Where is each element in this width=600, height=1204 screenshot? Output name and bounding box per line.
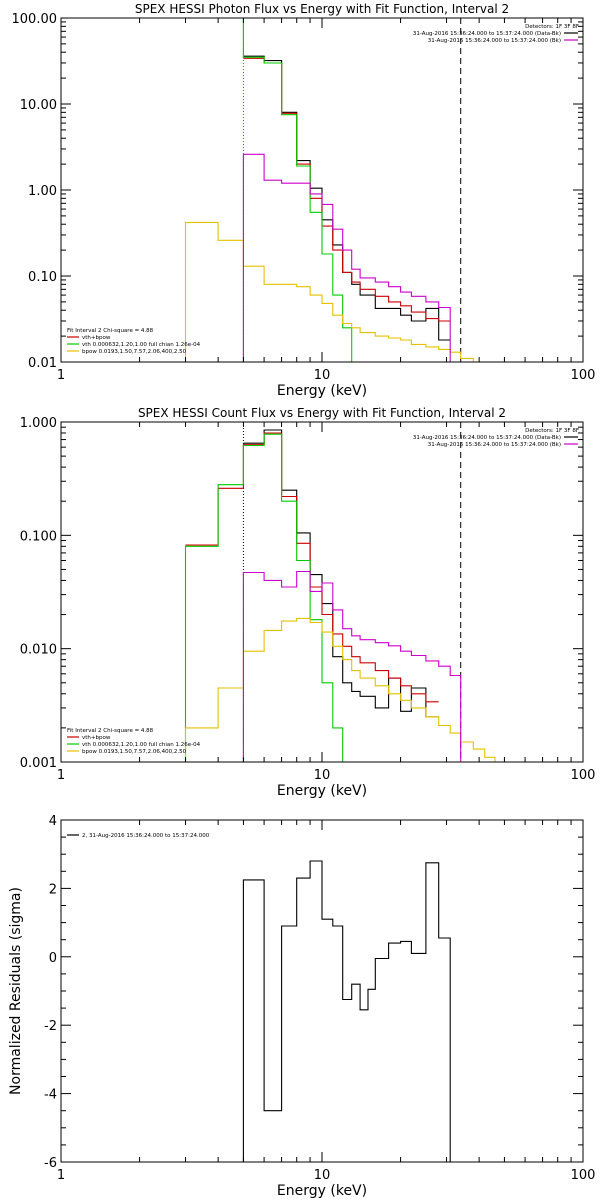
plot-data-area <box>242 860 451 1162</box>
legend-right-entry: 31-Aug-2016 15:36:24.000 to 15:37:24.000… <box>413 31 561 37</box>
legend-left-entry: vth 0.000632,1.20,1.00 full chian 1.26e-… <box>82 742 201 748</box>
plot-panel-1: SPEX HESSI Photon Flux vs Energy with Fi… <box>12 2 596 399</box>
series-resid <box>242 860 451 1162</box>
y-tick-label: 2 <box>49 882 57 897</box>
legend-left-header: Fit Interval 2 Chi-square = 4.88 <box>67 328 154 334</box>
x-tick-label: 100 <box>571 1168 596 1183</box>
x-tick-label: 100 <box>571 768 596 783</box>
y-tick-label: 0.01 <box>28 356 57 371</box>
y-tick-label: 0.100 <box>20 529 57 544</box>
legend-left-header: Fit Interval 2 Chi-square = 4.88 <box>67 728 154 734</box>
x-tick-label: 10 <box>314 368 331 383</box>
y-tick-label: -4 <box>44 1088 57 1103</box>
y-tick-label: 0.010 <box>20 643 57 658</box>
y-tick-label: 100.00 <box>12 12 58 27</box>
x-tick-label: 1 <box>57 768 65 783</box>
x-tick-label: 1 <box>57 1168 65 1183</box>
legend-right-entry: 31-Aug-2016 15:36:24.000 to 15:37:24.000… <box>428 442 561 448</box>
x-axis-label: Energy (keV) <box>277 1183 367 1199</box>
series-vth <box>184 433 344 762</box>
legend-right-entry: 31-Aug-2016 15:36:24.000 to 15:37:24.000… <box>428 38 561 44</box>
y-axis-label: Normalized Residuals (sigma) <box>8 887 24 1095</box>
legend-left-entry: vth+bpow <box>82 735 111 741</box>
chart-title: SPEX HESSI Count Flux vs Energy with Fit… <box>138 406 506 420</box>
chart-title: SPEX HESSI Photon Flux vs Energy with Fi… <box>135 2 509 16</box>
y-tick-label: 1.00 <box>28 184 57 199</box>
x-tick-label: 10 <box>314 1168 331 1183</box>
series-bk <box>242 570 462 762</box>
x-tick-label: 10 <box>314 768 331 783</box>
legend-right-entry: Detectors: 1F 3F 8F <box>525 428 579 434</box>
y-tick-label: 0.10 <box>28 270 57 285</box>
x-axis-label: Energy (keV) <box>277 783 367 799</box>
y-tick-label: -2 <box>44 1019 57 1034</box>
y-tick-label: -6 <box>44 1156 57 1171</box>
series-vthbpow <box>185 432 439 703</box>
plot-panel-2: SPEX HESSI Count Flux vs Energy with Fit… <box>20 406 596 799</box>
y-tick-label: 10.00 <box>20 98 57 113</box>
legend-left-entry: bpow 0.0193,1.50,7.57,2.06,400,2.50 <box>82 349 187 355</box>
series-bpow <box>184 221 486 362</box>
x-tick-label: 1 <box>57 368 65 383</box>
legend-right-entry: Detectors: 1F 3F 8F <box>525 24 579 30</box>
x-tick-label: 100 <box>571 368 596 383</box>
series-total <box>243 55 451 341</box>
plot-data-area <box>184 18 486 362</box>
plot-panel-3: 1 10 100 Energy (keV) -6 -4 -2 0 2 4 Normalized Re… <box>8 814 595 1199</box>
series-total <box>243 429 439 718</box>
plot-data-area <box>184 422 496 762</box>
series-bpow <box>184 617 496 762</box>
y-tick-label: 0 <box>49 951 57 966</box>
legend-left-entry: vth+bpow <box>82 335 111 341</box>
y-tick-label: 1.000 <box>20 416 57 431</box>
legend-left-entry: 2, 31-Aug-2016 15:36:24.000 to 15:37:24.… <box>82 833 210 839</box>
series-vthbpow <box>243 57 451 322</box>
y-tick-label: 0.001 <box>20 756 57 771</box>
series-bk <box>242 153 451 362</box>
legend-right-entry: 31-Aug-2016 15:36:24.000 to 15:37:24.000… <box>413 435 561 441</box>
legend-left-entry: bpow 0.0193,1.50,7.57,2.06,400,2.50 <box>82 749 187 755</box>
x-axis-label: Energy (keV) <box>277 383 367 399</box>
legend-left-entry: vth 0.000632,1.20,1.00 full chian 1.26e-… <box>82 342 201 348</box>
y-tick-label: 4 <box>49 814 57 829</box>
